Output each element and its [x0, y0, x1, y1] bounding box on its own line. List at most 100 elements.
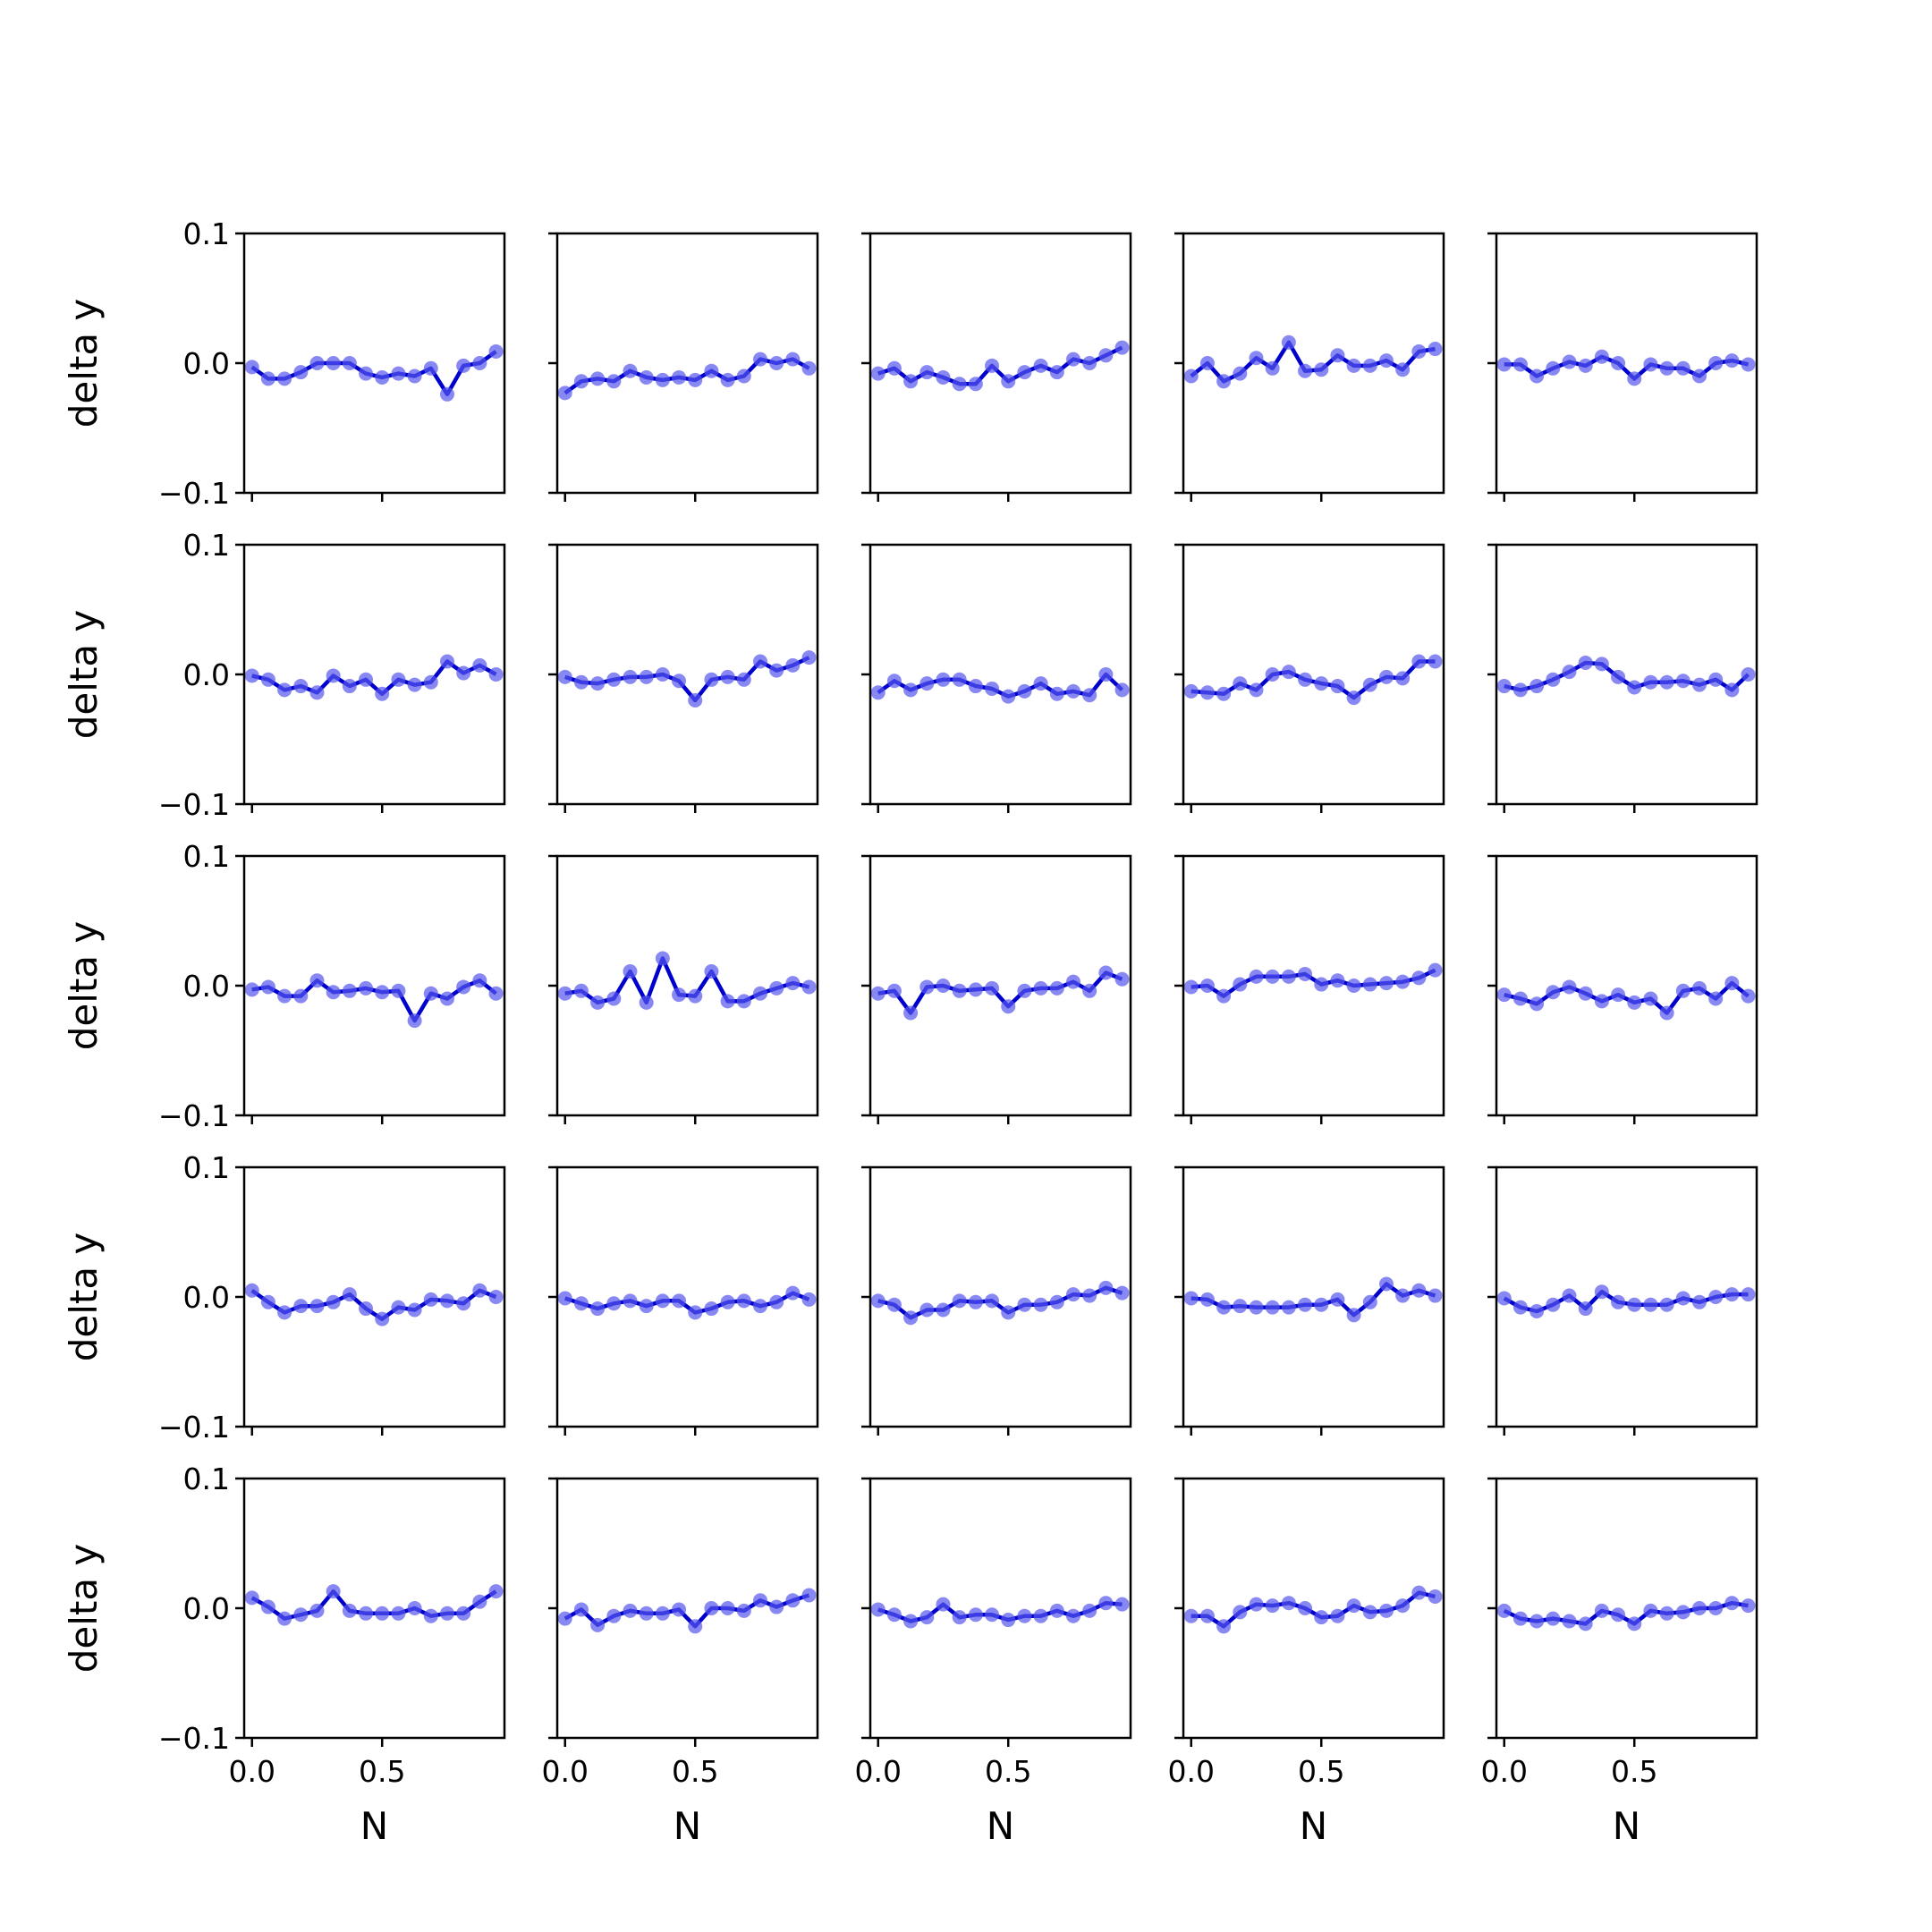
data-point [1001, 374, 1016, 389]
data-point [752, 352, 767, 367]
data-point [623, 1293, 638, 1309]
data-point [244, 1283, 259, 1298]
data-point [952, 983, 967, 998]
y-axis-label: delta y [62, 1233, 106, 1362]
data-point [1362, 1605, 1377, 1620]
subplot-r5-c4: 0.0 0.5 N [1167, 1477, 1445, 1848]
data-point [472, 1283, 487, 1298]
data-point [557, 386, 572, 401]
subplot-r1-c2 [548, 232, 819, 502]
y-tick-label: 0.1 [183, 839, 230, 874]
series-line [877, 345, 1123, 386]
data-point [573, 1296, 589, 1311]
data-point [1627, 1297, 1642, 1312]
data-point [1199, 1292, 1215, 1307]
subplot-r3-c2 [548, 854, 819, 1124]
subplot-r1-c4 [1174, 232, 1445, 502]
subplot-r3-c5 [1487, 854, 1758, 1124]
x-tick-label: 0.0 [1480, 1754, 1527, 1789]
data-point [1017, 983, 1032, 998]
data-point [590, 1301, 606, 1317]
data-point [1378, 1276, 1394, 1292]
data-point [1643, 1297, 1658, 1312]
y-axis-label: delta y [62, 1544, 106, 1674]
subplot-r4-c1: 0.1 0.0 −0.1 delta y [62, 1150, 506, 1445]
data-point [1395, 1288, 1411, 1303]
data-point [1428, 1589, 1443, 1604]
data-point [1691, 1601, 1707, 1615]
data-point [1249, 351, 1264, 366]
data-point [870, 1293, 886, 1309]
series-line [1503, 1600, 1749, 1626]
data-point [439, 991, 454, 1006]
data-point [985, 1293, 1000, 1309]
data-point [1578, 986, 1593, 1001]
series-line [877, 970, 1123, 1015]
data-point [688, 1619, 703, 1634]
data-point [1546, 672, 1561, 687]
data-point [769, 356, 784, 370]
data-point [606, 1296, 622, 1311]
data-point [1216, 1300, 1232, 1315]
data-point [919, 1610, 935, 1625]
data-point [326, 1294, 341, 1309]
data-point [1513, 1300, 1528, 1315]
data-point [720, 669, 735, 684]
data-point [1627, 995, 1642, 1010]
data-point [1643, 357, 1658, 372]
data-point [870, 986, 886, 1001]
data-point [1017, 683, 1032, 699]
data-point [260, 979, 275, 995]
data-point [423, 1292, 438, 1307]
data-point [801, 979, 817, 995]
data-point [407, 1302, 422, 1318]
data-point [1362, 358, 1377, 373]
data-point [606, 991, 622, 1006]
data-point [359, 1606, 374, 1621]
data-point [1675, 674, 1690, 689]
data-point [1330, 1292, 1345, 1307]
data-point [375, 1311, 390, 1326]
y-axis-label: delta y [62, 610, 106, 740]
data-point [1395, 974, 1411, 989]
data-point [1314, 1610, 1329, 1625]
data-point [1691, 369, 1707, 384]
subplot-r4-c5 [1487, 1165, 1758, 1436]
data-point [488, 1290, 504, 1304]
data-point [1114, 682, 1130, 698]
data-point [375, 1606, 390, 1621]
data-point [1281, 1300, 1296, 1315]
x-axis-label: N [1300, 1804, 1327, 1848]
axes-frame [555, 543, 819, 806]
data-point [1659, 674, 1674, 690]
data-point [1249, 1300, 1264, 1315]
x-tick-label: 0.0 [1167, 1754, 1214, 1789]
data-point [704, 363, 719, 378]
series-line [1191, 1282, 1436, 1318]
data-point [769, 980, 784, 996]
data-point [375, 369, 390, 385]
subplot-r1-c3 [861, 232, 1132, 502]
data-point [720, 994, 735, 1009]
data-point [1199, 356, 1215, 370]
data-point [590, 1617, 606, 1632]
axes-frame [869, 1165, 1132, 1428]
data-point [936, 672, 951, 687]
data-point [1033, 358, 1048, 373]
y-tick-label: −0.1 [158, 476, 230, 511]
data-point [1114, 971, 1130, 987]
data-point [886, 1297, 902, 1312]
data-point [639, 1606, 654, 1621]
data-point [1298, 966, 1313, 981]
data-point [1183, 1608, 1199, 1623]
data-point [1346, 979, 1361, 993]
axes-frame [1495, 543, 1758, 806]
data-point [720, 1294, 735, 1309]
data-point [1724, 682, 1740, 698]
data-point [1378, 1603, 1394, 1618]
subplot-r2-c5 [1487, 543, 1758, 813]
data-point [326, 985, 341, 1000]
y-tick-label: 0.1 [183, 1150, 230, 1185]
data-point [1314, 676, 1329, 691]
data-point [1395, 362, 1411, 377]
